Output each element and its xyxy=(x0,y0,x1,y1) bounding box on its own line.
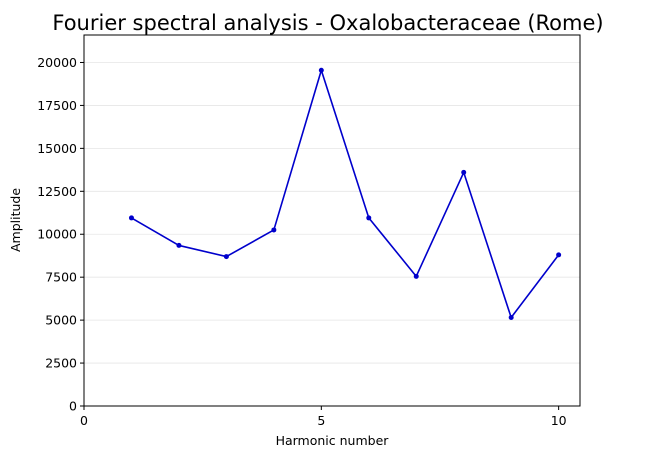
data-point xyxy=(176,242,182,248)
y-tick-label: 15000 xyxy=(37,141,77,156)
plot-frame xyxy=(83,34,581,407)
y-tick-label: 0 xyxy=(69,399,77,414)
x-tick-label: 10 xyxy=(551,413,567,428)
data-point xyxy=(128,215,134,221)
y-tick-label: 7500 xyxy=(45,270,77,285)
x-tick-label: 5 xyxy=(317,413,325,428)
y-tick-label: 5000 xyxy=(45,313,77,328)
series-line xyxy=(131,69,560,319)
y-tick-label: 17500 xyxy=(37,98,77,113)
y-tick-label: 10000 xyxy=(37,227,77,242)
data-point xyxy=(366,215,372,221)
data-point xyxy=(461,169,467,175)
data-point xyxy=(318,67,324,73)
y-tick-label: 2500 xyxy=(45,356,77,371)
chart-title: Fourier spectral analysis - Oxalobactera… xyxy=(52,11,603,35)
y-tick-label: 20000 xyxy=(37,55,77,70)
axis-ticks: 0 2500 5000 7500 10000 12500 15000 17500 20000 0 5… xyxy=(37,55,566,428)
x-axis-label: Harmonic number xyxy=(276,433,390,448)
data-point xyxy=(508,315,514,321)
x-tick-label: 0 xyxy=(80,413,88,428)
data-point xyxy=(556,252,562,258)
series-amplitude xyxy=(128,67,562,321)
y-axis-label: Amplitude xyxy=(8,188,23,252)
data-point xyxy=(413,273,419,279)
grid-lines xyxy=(84,62,580,364)
y-tick-label: 12500 xyxy=(37,184,77,199)
data-point xyxy=(223,254,229,260)
data-point xyxy=(271,227,277,233)
